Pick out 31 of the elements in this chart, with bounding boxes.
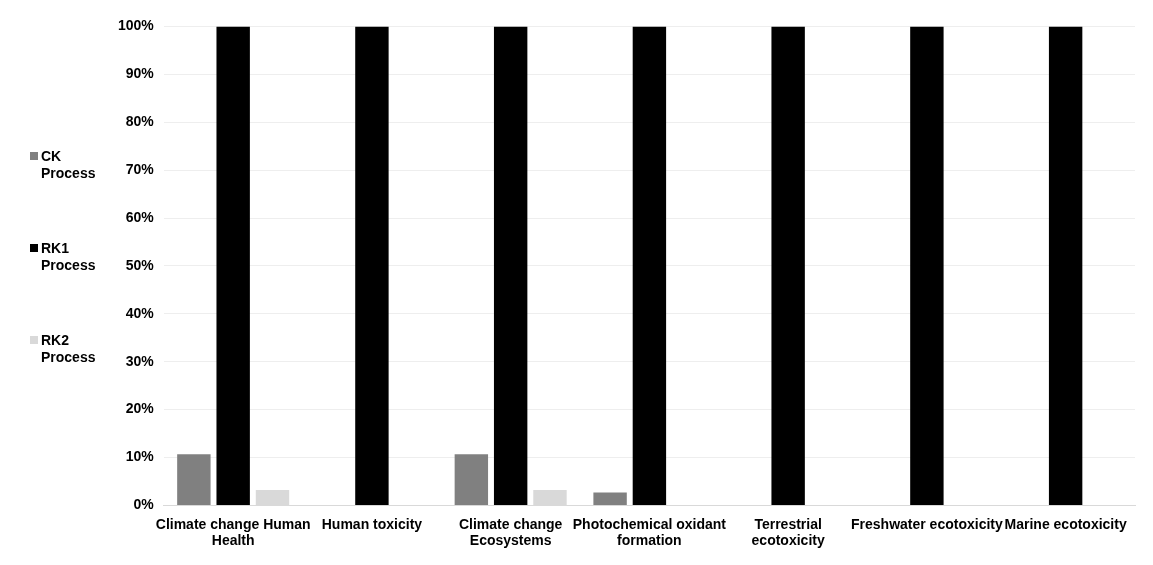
y-tick-label: 20% xyxy=(125,400,155,417)
bar xyxy=(493,26,528,505)
legend-label: RK2 Process xyxy=(41,332,97,366)
y-tick-label: 0% xyxy=(133,496,155,513)
y-tick-label: 60% xyxy=(125,208,155,225)
bar xyxy=(771,26,805,505)
y-tick-label: 70% xyxy=(125,160,155,177)
x-tick-label: Climate change Human Health xyxy=(155,515,311,549)
x-tick-label: Human toxicity xyxy=(321,515,423,532)
bar xyxy=(910,26,944,505)
bar xyxy=(177,454,211,505)
legend-label: RK1 Process xyxy=(41,240,97,274)
y-tick-label: 80% xyxy=(125,113,155,130)
x-tick-label: Climate change Ecosystems xyxy=(458,515,563,549)
x-tick-label: Terrestrial ecotoxicity xyxy=(751,515,825,549)
y-tick-label: 100% xyxy=(117,17,155,34)
y-tick-label: 90% xyxy=(125,65,155,82)
bar xyxy=(454,454,489,505)
x-tick-label: Marine ecotoxicity xyxy=(1004,515,1127,532)
bar xyxy=(632,26,667,505)
bar xyxy=(593,492,627,505)
y-tick-label: 40% xyxy=(125,304,155,321)
x-tick-label: Freshwater ecotoxicity xyxy=(851,515,1003,532)
y-tick-label: 30% xyxy=(125,352,155,369)
bar xyxy=(355,26,389,505)
bar xyxy=(216,26,250,505)
y-tick-label: 50% xyxy=(125,256,155,273)
legend-label: CK Process xyxy=(41,148,97,182)
bar xyxy=(1048,26,1083,505)
x-tick-label: Photochemical oxidant formation xyxy=(572,515,727,549)
y-tick-label: 10% xyxy=(125,448,155,465)
